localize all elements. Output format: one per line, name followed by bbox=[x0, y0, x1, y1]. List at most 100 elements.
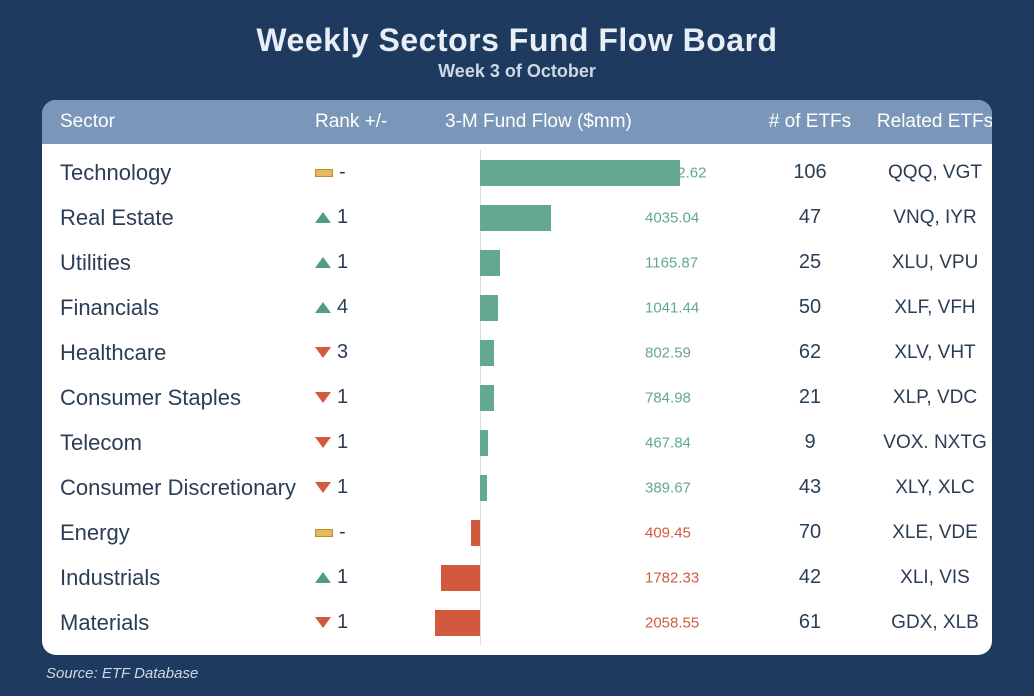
source-label: Source: ETF Database bbox=[42, 665, 992, 682]
flow-value-label: 1782.33 bbox=[645, 569, 699, 586]
cell-related-etfs: XLV, VHT bbox=[865, 342, 992, 364]
table-row: Energy-409.4570XLE, VDE bbox=[42, 510, 992, 555]
cell-fund-flow-bar: 4035.04 bbox=[425, 195, 755, 240]
table-row: Materials 1 2058.55 61GDX, XLB bbox=[42, 600, 992, 645]
rank-change-value: 1 bbox=[337, 566, 348, 589]
flow-bar bbox=[480, 205, 551, 231]
cell-etf-count: 43 bbox=[755, 476, 865, 499]
flow-value-label: 2058.55 bbox=[645, 614, 699, 631]
col-header-etfs: # of ETFs bbox=[755, 111, 865, 133]
table-row: Consumer Discretionary1389.6743XLY, XLC bbox=[42, 465, 992, 510]
cell-fund-flow-bar: 1041.44 bbox=[425, 285, 755, 330]
triangle-down-icon bbox=[315, 347, 331, 358]
flow-value-label: 784.98 bbox=[645, 389, 691, 406]
page-subtitle: Week 3 of October bbox=[42, 61, 992, 82]
cell-related-etfs: VNQ, IYR bbox=[865, 207, 992, 229]
flow-bar bbox=[480, 340, 494, 366]
table-row: Financials41041.4450XLF, VFH bbox=[42, 285, 992, 330]
rank-change-value: 1 bbox=[337, 611, 348, 634]
flow-bar bbox=[480, 385, 494, 411]
flow-value-label: 389.67 bbox=[645, 479, 691, 496]
zero-axis-line bbox=[480, 555, 481, 600]
table-header-row: Sector Rank +/- 3-M Fund Flow ($mm) # of… bbox=[42, 100, 992, 144]
table-row: Technology-11402.62106QQQ, VGT bbox=[42, 150, 992, 195]
rank-flat-icon bbox=[315, 529, 333, 537]
rank-change-value: 1 bbox=[337, 386, 348, 409]
triangle-down-icon bbox=[315, 437, 331, 448]
rank-change-value: - bbox=[339, 521, 346, 544]
cell-rank-change: 3 bbox=[315, 341, 425, 364]
cell-related-etfs: XLU, VPU bbox=[865, 252, 992, 274]
cell-sector: Healthcare bbox=[60, 340, 315, 366]
cell-rank-change: 1 bbox=[315, 611, 425, 634]
cell-sector: Materials bbox=[60, 610, 315, 636]
cell-fund-flow-bar: 1165.87 bbox=[425, 240, 755, 285]
flow-bar bbox=[435, 610, 480, 636]
fund-flow-table: Sector Rank +/- 3-M Fund Flow ($mm) # of… bbox=[42, 100, 992, 655]
col-header-sector: Sector bbox=[60, 111, 315, 133]
table-row: Industrials11782.3342XLI, VIS bbox=[42, 555, 992, 600]
cell-rank-change: - bbox=[315, 161, 425, 184]
fund-flow-board: Weekly Sectors Fund Flow Board Week 3 of… bbox=[0, 0, 1034, 694]
cell-sector: Utilities bbox=[60, 250, 315, 276]
page-title: Weekly Sectors Fund Flow Board bbox=[42, 22, 992, 59]
cell-etf-count: 70 bbox=[755, 521, 865, 544]
triangle-down-icon bbox=[315, 392, 331, 403]
flow-bar bbox=[480, 430, 488, 456]
flow-value-label: 1041.44 bbox=[645, 299, 699, 316]
cell-related-etfs: XLE, VDE bbox=[865, 522, 992, 544]
zero-axis-line bbox=[480, 510, 481, 555]
cell-related-etfs: XLY, XLC bbox=[865, 477, 992, 499]
cell-related-etfs: VOX. NXTG bbox=[865, 432, 992, 454]
cell-rank-change: 1 bbox=[315, 206, 425, 229]
cell-etf-count: 106 bbox=[755, 161, 865, 184]
cell-etf-count: 50 bbox=[755, 296, 865, 319]
flow-value-label: 802.59 bbox=[645, 344, 691, 361]
zero-axis-line bbox=[480, 600, 481, 645]
col-header-related: Related ETFs bbox=[865, 111, 992, 133]
cell-sector: Consumer Staples bbox=[60, 385, 315, 411]
flow-value-label: 409.45 bbox=[645, 524, 691, 541]
rank-change-value: 1 bbox=[337, 251, 348, 274]
cell-rank-change: 1 bbox=[315, 251, 425, 274]
flow-value-label: 467.84 bbox=[645, 434, 691, 451]
cell-related-etfs: XLF, VFH bbox=[865, 297, 992, 319]
cell-etf-count: 62 bbox=[755, 341, 865, 364]
cell-fund-flow-bar: 802.59 bbox=[425, 330, 755, 375]
cell-rank-change: 1 bbox=[315, 476, 425, 499]
cell-sector: Real Estate bbox=[60, 205, 315, 231]
rank-change-value: 3 bbox=[337, 341, 348, 364]
triangle-up-icon bbox=[315, 212, 331, 223]
cell-etf-count: 47 bbox=[755, 206, 865, 229]
flow-value-label: 4035.04 bbox=[645, 209, 699, 226]
col-header-flow: 3-M Fund Flow ($mm) bbox=[425, 111, 755, 133]
cell-sector: Telecom bbox=[60, 430, 315, 456]
cell-rank-change: 4 bbox=[315, 296, 425, 319]
table-row: Consumer Staples1784.9821XLP, VDC bbox=[42, 375, 992, 420]
cell-fund-flow-bar: 389.67 bbox=[425, 465, 755, 510]
rank-change-value: 4 bbox=[337, 296, 348, 319]
cell-fund-flow-bar: 409.45 bbox=[425, 510, 755, 555]
table-body: Technology-11402.62106QQQ, VGTReal Estat… bbox=[42, 144, 992, 655]
flow-bar bbox=[471, 520, 480, 546]
cell-fund-flow-bar: 784.98 bbox=[425, 375, 755, 420]
cell-etf-count: 21 bbox=[755, 386, 865, 409]
cell-rank-change: 1 bbox=[315, 431, 425, 454]
triangle-down-icon bbox=[315, 482, 331, 493]
cell-etf-count: 61 bbox=[755, 611, 865, 634]
cell-related-etfs: GDX, XLB bbox=[865, 612, 992, 634]
cell-related-etfs: QQQ, VGT bbox=[865, 162, 992, 184]
cell-fund-flow-bar: 11402.62 bbox=[425, 150, 755, 195]
rank-change-value: - bbox=[339, 161, 346, 184]
triangle-up-icon bbox=[315, 572, 331, 583]
cell-related-etfs: XLI, VIS bbox=[865, 567, 992, 589]
cell-etf-count: 25 bbox=[755, 251, 865, 274]
flow-value-label: 11402.62 bbox=[645, 164, 706, 181]
cell-fund-flow-bar: 1782.33 bbox=[425, 555, 755, 600]
col-header-rank: Rank +/- bbox=[315, 111, 425, 133]
table-row: Telecom1467.849VOX. NXTG bbox=[42, 420, 992, 465]
rank-change-value: 1 bbox=[337, 431, 348, 454]
flow-bar bbox=[480, 295, 498, 321]
table-row: Utilities 1 1165.8725XLU, VPU bbox=[42, 240, 992, 285]
cell-sector: Industrials bbox=[60, 565, 315, 591]
